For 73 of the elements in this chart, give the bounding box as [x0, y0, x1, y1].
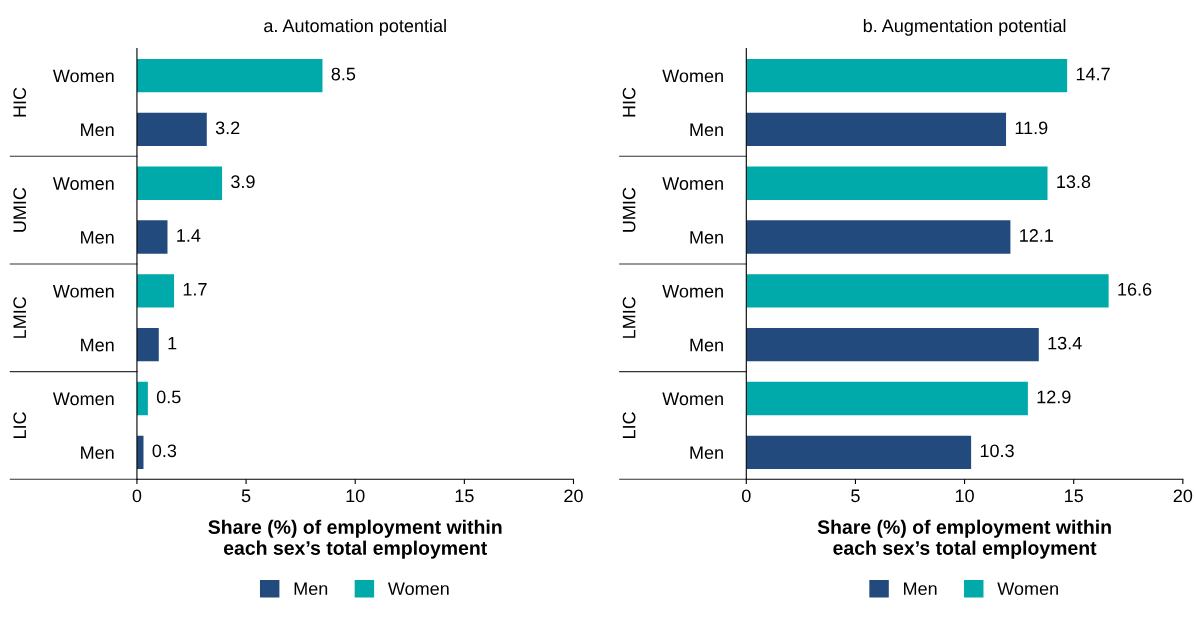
x-tick-label: 5: [241, 489, 251, 503]
bar: [136, 274, 175, 308]
data-label: 11.9: [1015, 121, 1048, 135]
y-tick-label: Men: [690, 446, 723, 460]
text: LMIC: [622, 296, 636, 338]
x-tick-label: 5: [851, 489, 860, 503]
y-tick-label: Men: [81, 338, 114, 352]
data-label: 8.5: [331, 67, 356, 81]
y-tick-label: Men: [81, 231, 114, 244]
x-axis-title: Share (%) of employment within each sex’s total employment: [208, 519, 502, 559]
bar: [136, 112, 207, 147]
bar: [746, 112, 1007, 147]
bar: [746, 274, 1109, 308]
y-tick-label: Women: [662, 177, 723, 190]
bar: [746, 166, 1048, 200]
data-label: 14.7: [1076, 67, 1110, 81]
bar: [746, 220, 1011, 254]
y-tick-label: Men: [81, 123, 114, 137]
text: UMIC: [13, 187, 27, 232]
y-tick-label: Women: [52, 69, 114, 83]
legend-label: Women: [387, 582, 449, 596]
data-label: 10.3: [980, 444, 1014, 458]
chart-title: b. Augmentation potential: [863, 18, 1066, 36]
data-label: 12.9: [1037, 390, 1071, 404]
x-axis-title: Share (%) of employment within each sex’s total employment: [817, 519, 1111, 559]
y-tick-label: Women: [52, 284, 114, 298]
y-tick-label: Women: [662, 392, 723, 406]
y-tick-label: Women: [662, 284, 723, 298]
y-tick-label: Men: [690, 231, 723, 244]
bar: [136, 166, 223, 200]
bar: [136, 220, 168, 254]
x-tick-label: 10: [955, 489, 974, 503]
bar: [746, 328, 1039, 362]
text: LIC: [13, 412, 27, 438]
y-tick-label: Women: [52, 392, 114, 406]
data-label: 12.1: [1020, 229, 1053, 242]
data-label: 3.9: [231, 175, 255, 189]
bar: [136, 381, 148, 416]
x-tick-label: 0: [741, 489, 751, 503]
legend-label: Men: [294, 582, 328, 596]
data-label: 1.7: [183, 283, 207, 296]
data-label: 13.8: [1057, 175, 1091, 189]
y-tick-label: Men: [81, 446, 114, 460]
x-tick-label: 10: [346, 489, 365, 503]
bar: [136, 328, 159, 362]
legend-label: Men: [904, 582, 937, 596]
x-tick-label: 20: [564, 489, 583, 503]
bar: [746, 435, 972, 470]
x-tick-label: 15: [1065, 489, 1083, 503]
text: HIC: [622, 87, 636, 117]
data-label: 13.4: [1048, 336, 1082, 350]
data-label: 0.3: [152, 444, 177, 458]
x-tick-label: 20: [1173, 489, 1193, 503]
bar: [136, 58, 323, 93]
data-label: 1.4: [177, 229, 201, 242]
chart-title: a. Automation potential: [264, 18, 446, 36]
y-tick-label: Women: [52, 177, 114, 190]
data-label: 0.5: [156, 390, 181, 404]
data-label: 16.6: [1118, 282, 1152, 296]
bar: [746, 58, 1068, 93]
x-tick-label: 0: [132, 489, 142, 503]
data-label: 1: [168, 336, 177, 350]
data-label: 3.2: [215, 121, 240, 135]
text: LIC: [622, 412, 636, 438]
text: UMIC: [622, 187, 636, 232]
x-tick-label: 15: [455, 489, 474, 503]
y-tick-label: Women: [662, 69, 723, 83]
text: HIC: [13, 87, 27, 117]
text: LMIC: [13, 296, 27, 338]
y-tick-label: Men: [690, 123, 723, 137]
y-tick-label: Men: [690, 338, 723, 352]
legend-label: Women: [997, 582, 1058, 596]
bar: [746, 381, 1028, 416]
